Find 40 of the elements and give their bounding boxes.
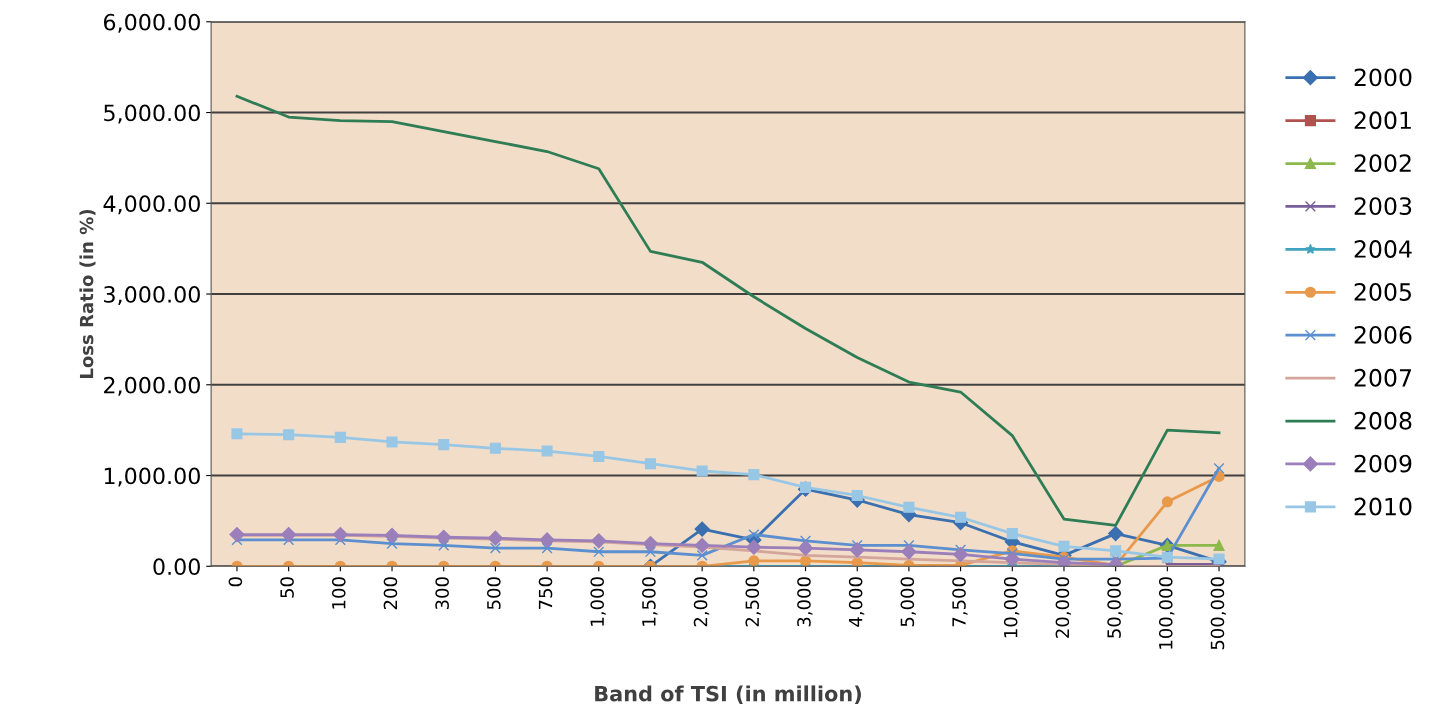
y-tick-label: 0.00 xyxy=(153,558,200,576)
y-axis-title: Loss Ratio (in %) xyxy=(79,209,96,378)
x-tick-label: 100,000 xyxy=(1158,577,1175,649)
x-tick-label: 2,500 xyxy=(745,577,761,627)
x-tick-label: 1,000 xyxy=(590,577,606,626)
x-tick-label: 20,000 xyxy=(1055,577,1072,638)
x-tick-label: 0 xyxy=(228,577,243,587)
x-tick-label: 500 xyxy=(486,577,501,610)
x-tick-label: 500,000 xyxy=(1210,577,1227,650)
legend-label: 2000 xyxy=(1354,68,1412,87)
x-axis-title: Band of TSI (in million) xyxy=(595,685,861,704)
y-tick-label: 3,000.00 xyxy=(104,285,200,306)
legend-label: 2010 xyxy=(1354,497,1412,516)
y-tick-label: 2,000.00 xyxy=(104,376,200,396)
legend-label: 2004 xyxy=(1354,240,1412,258)
legend-label: 2009 xyxy=(1354,454,1412,473)
x-tick-label: 100 xyxy=(331,577,346,609)
legend-label: 2003 xyxy=(1354,197,1412,216)
x-tick-label: 750 xyxy=(538,577,553,609)
x-tick-label: 200 xyxy=(383,577,398,610)
x-tick-label: 4,000 xyxy=(848,577,865,627)
x-tick-label: 5,000 xyxy=(900,577,916,627)
x-tick-label: 1,500 xyxy=(642,577,658,626)
legend-label: 2005 xyxy=(1354,283,1411,301)
x-tick-label: 300 xyxy=(435,577,449,610)
x-tick-label: 2,000 xyxy=(693,577,710,627)
y-tick-label: 1,000.00 xyxy=(104,467,200,487)
x-tick-label: 7,500 xyxy=(952,577,968,627)
y-tick-label: 4,000.00 xyxy=(103,195,200,215)
x-tick-label: 50,000 xyxy=(1107,577,1123,638)
legend-label: 2006 xyxy=(1354,325,1412,344)
legend-label: 2007 xyxy=(1354,368,1411,387)
y-tick-label: 6,000.00 xyxy=(103,13,200,33)
legend-label: 2008 xyxy=(1354,411,1412,430)
legend-label: 2001 xyxy=(1354,111,1411,130)
x-tick-label: 50 xyxy=(280,577,294,598)
y-tick-label: 5,000.00 xyxy=(104,104,200,124)
x-tick-label: 10,000 xyxy=(1003,577,1020,638)
legend-label: 2002 xyxy=(1354,154,1411,173)
x-tick-label: 3,000 xyxy=(797,577,813,627)
